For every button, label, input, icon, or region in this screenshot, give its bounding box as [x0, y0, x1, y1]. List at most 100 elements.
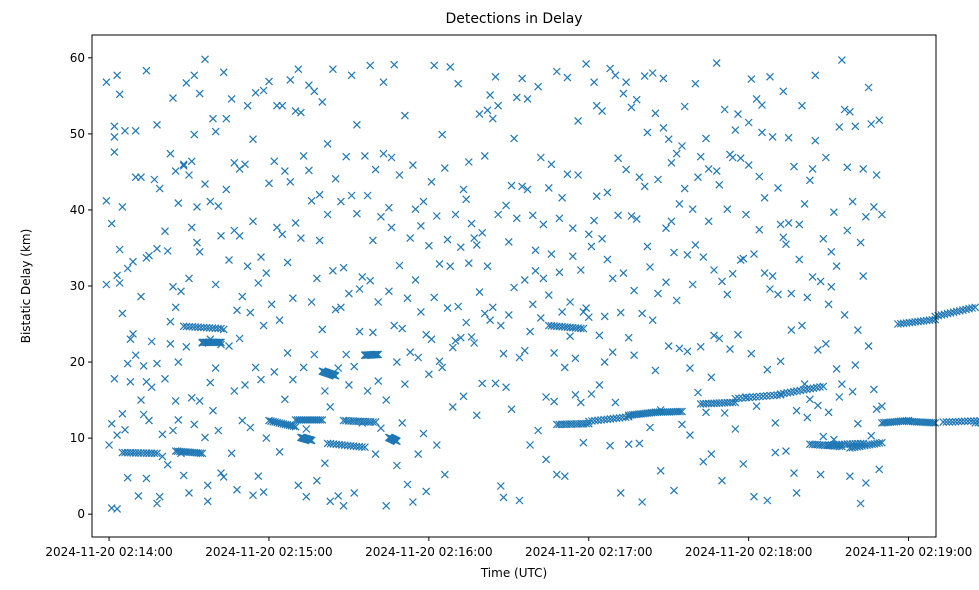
data-point [347, 71, 356, 80]
data-point [600, 358, 609, 367]
data-point [582, 304, 591, 313]
data-point [943, 309, 952, 318]
data-point [115, 245, 124, 254]
data-point [736, 154, 745, 163]
data-point [574, 171, 583, 179]
data-point [520, 346, 529, 355]
data-point [616, 488, 625, 497]
data-point [249, 135, 257, 144]
data-point [523, 185, 532, 194]
data-point [504, 237, 513, 246]
data-point [320, 459, 329, 468]
data-point [142, 474, 151, 483]
data-point [171, 396, 180, 405]
data-point [299, 151, 308, 160]
data-point [494, 210, 503, 219]
data-point [275, 316, 284, 325]
data-point [502, 383, 511, 392]
data-point [945, 417, 954, 426]
data-point [672, 296, 681, 305]
data-point [315, 236, 324, 245]
data-point [193, 202, 201, 211]
data-point [414, 450, 423, 459]
data-point [872, 171, 881, 179]
data-point [323, 139, 332, 148]
data-point [603, 188, 612, 197]
data-point [131, 126, 140, 135]
data-point [217, 469, 225, 478]
data-point [710, 331, 718, 340]
data-point [659, 74, 668, 83]
data-point [118, 309, 127, 318]
data-point [630, 286, 639, 295]
data-point [494, 101, 503, 110]
data-point [536, 313, 545, 322]
data-point [499, 493, 508, 502]
data-point [411, 205, 420, 214]
data-point [339, 263, 348, 272]
data-point [747, 349, 756, 358]
data-point [217, 231, 225, 240]
data-point [259, 86, 268, 95]
data-point [783, 388, 792, 397]
data-point [470, 234, 479, 243]
data-point [680, 102, 689, 111]
data-point [837, 380, 846, 389]
data-point [534, 426, 543, 435]
data-point [835, 123, 844, 131]
data-point [510, 283, 519, 292]
data-point [550, 397, 559, 406]
data-point [670, 248, 678, 257]
data-point [398, 324, 407, 333]
data-point [795, 255, 804, 264]
data-point [115, 90, 124, 99]
data-point [196, 449, 205, 458]
data-point [758, 128, 766, 137]
data-point [382, 501, 391, 510]
data-point [942, 418, 951, 426]
data-point [227, 449, 236, 458]
data-point [440, 164, 449, 173]
data-point [483, 262, 492, 271]
data-point [323, 210, 332, 219]
data-point [614, 154, 623, 163]
data-point [627, 212, 636, 220]
data-point [635, 439, 644, 448]
data-point [805, 176, 814, 185]
data-point [153, 499, 161, 508]
data-point [416, 221, 425, 230]
data-point [691, 240, 700, 249]
data-point [832, 364, 841, 373]
data-point [400, 111, 409, 120]
data-point [675, 199, 684, 208]
data-point [215, 338, 224, 347]
data-point [739, 254, 748, 263]
data-point [296, 108, 305, 117]
data-point [654, 289, 662, 298]
x-tick-label: 2024-11-20 02:14:00 [45, 545, 172, 559]
data-point [680, 184, 689, 193]
data-point [158, 452, 167, 461]
data-point [278, 230, 287, 239]
data-point [752, 392, 761, 401]
data-point [712, 59, 721, 68]
data-point [355, 285, 364, 293]
data-point [632, 95, 641, 104]
data-point [552, 470, 561, 479]
data-point [416, 307, 425, 316]
data-point [299, 363, 308, 372]
data-point [153, 244, 161, 253]
data-point [843, 163, 852, 172]
data-point [310, 87, 319, 96]
data-point [648, 69, 657, 77]
data-point [824, 300, 833, 309]
data-point [137, 173, 145, 182]
data-point [707, 373, 716, 382]
data-point [459, 392, 468, 401]
data-point [646, 263, 654, 271]
data-point [331, 305, 340, 314]
data-point [344, 380, 353, 389]
data-point [110, 374, 119, 383]
data-point [233, 485, 241, 494]
data-point [214, 426, 223, 435]
